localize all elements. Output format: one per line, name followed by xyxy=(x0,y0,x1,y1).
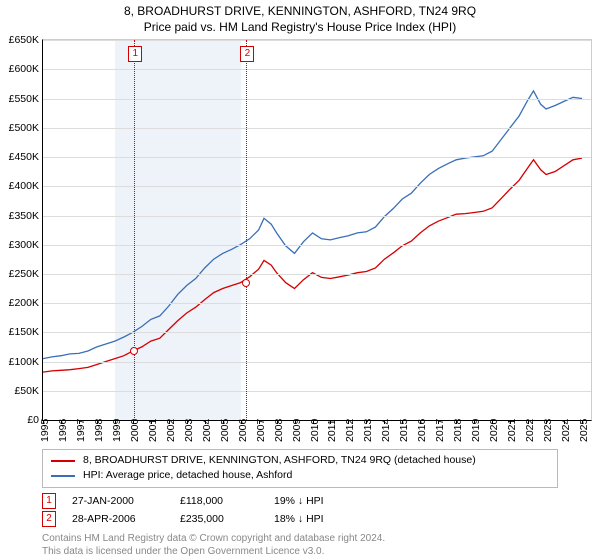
footer: Contains HM Land Registry data © Crown c… xyxy=(42,532,558,558)
x-axis-label: 2006 xyxy=(237,419,249,442)
marker-dot xyxy=(242,279,250,287)
x-axis-label: 2016 xyxy=(416,419,428,442)
gridline xyxy=(43,99,591,100)
x-axis-label: 2023 xyxy=(542,419,554,442)
x-axis-label: 2020 xyxy=(488,419,500,442)
x-axis-label: 2002 xyxy=(165,419,177,442)
marker-vline xyxy=(246,40,247,420)
cell-date: 28-APR-2006 xyxy=(72,513,164,525)
table-row: 1 27-JAN-2000 £118,000 19% ↓ HPI xyxy=(42,492,558,510)
legend-row: 8, BROADHURST DRIVE, KENNINGTON, ASHFORD… xyxy=(51,453,549,468)
x-axis-label: 2007 xyxy=(255,419,267,442)
x-axis-label: 2025 xyxy=(578,419,590,442)
gridline xyxy=(43,303,591,304)
footer-line: Contains HM Land Registry data © Crown c… xyxy=(42,532,558,545)
y-axis-label: £50K xyxy=(1,385,39,397)
legend-swatch xyxy=(51,460,75,462)
x-axis-label: 2019 xyxy=(470,419,482,442)
y-axis-label: £250K xyxy=(1,268,39,280)
gridline xyxy=(43,362,591,363)
legend: 8, BROADHURST DRIVE, KENNINGTON, ASHFORD… xyxy=(42,449,558,487)
cell-hpi: 19% ↓ HPI xyxy=(274,495,354,507)
x-axis-label: 2008 xyxy=(273,419,285,442)
x-axis-label: 1996 xyxy=(57,419,69,442)
plot-area: £0£50K£100K£150K£200K£250K£300K£350K£400… xyxy=(42,39,592,421)
gridline xyxy=(43,40,591,41)
x-axis-label: 1995 xyxy=(39,419,51,442)
y-axis-label: £600K xyxy=(1,63,39,75)
x-axis-label: 2024 xyxy=(560,419,572,442)
marker-dot xyxy=(130,347,138,355)
y-axis-label: £400K xyxy=(1,180,39,192)
gridline xyxy=(43,216,591,217)
marker-table: 1 27-JAN-2000 £118,000 19% ↓ HPI 2 28-AP… xyxy=(42,492,558,528)
y-axis-label: £300K xyxy=(1,239,39,251)
hpi-line xyxy=(43,91,582,359)
legend-swatch xyxy=(51,475,75,477)
x-axis-label: 2015 xyxy=(398,419,410,442)
marker-number-box: 1 xyxy=(128,46,142,62)
x-axis-label: 2009 xyxy=(291,419,303,442)
gridline xyxy=(43,69,591,70)
gridline xyxy=(43,274,591,275)
marker-index-box: 2 xyxy=(42,511,56,527)
x-axis-label: 2001 xyxy=(147,419,159,442)
chart-container: { "title_line1":"8, BROADHURST DRIVE, KE… xyxy=(0,0,600,560)
legend-row: HPI: Average price, detached house, Ashf… xyxy=(51,468,549,483)
legend-label: 8, BROADHURST DRIVE, KENNINGTON, ASHFORD… xyxy=(83,453,476,468)
x-axis-label: 2000 xyxy=(129,419,141,442)
marker-index-box: 1 xyxy=(42,493,56,509)
chart-title: 8, BROADHURST DRIVE, KENNINGTON, ASHFORD… xyxy=(0,4,600,35)
gridline xyxy=(43,332,591,333)
title-line-1: 8, BROADHURST DRIVE, KENNINGTON, ASHFORD… xyxy=(0,4,600,20)
cell-price: £235,000 xyxy=(180,513,258,525)
gridline xyxy=(43,186,591,187)
y-axis-label: £450K xyxy=(1,151,39,163)
x-axis-label: 1999 xyxy=(111,419,123,442)
x-axis-label: 2004 xyxy=(201,419,213,442)
line-layer xyxy=(43,40,591,420)
gridline xyxy=(43,245,591,246)
gridline xyxy=(43,157,591,158)
x-axis-label: 2005 xyxy=(219,419,231,442)
x-axis-label: 2012 xyxy=(344,419,356,442)
x-axis-label: 1998 xyxy=(93,419,105,442)
cell-hpi: 18% ↓ HPI xyxy=(274,513,354,525)
x-axis-label: 2003 xyxy=(183,419,195,442)
title-line-2: Price paid vs. HM Land Registry's House … xyxy=(0,20,600,36)
x-axis-label: 2017 xyxy=(434,419,446,442)
y-axis-label: £100K xyxy=(1,356,39,368)
y-axis-label: £150K xyxy=(1,326,39,338)
footer-line: This data is licensed under the Open Gov… xyxy=(42,545,558,558)
price-line xyxy=(43,158,582,372)
gridline xyxy=(43,128,591,129)
y-axis-label: £650K xyxy=(1,34,39,46)
x-axis-label: 2014 xyxy=(380,419,392,442)
x-axis-label: 2022 xyxy=(524,419,536,442)
y-axis-label: £200K xyxy=(1,297,39,309)
x-axis-label: 2010 xyxy=(309,419,321,442)
y-axis-label: £350K xyxy=(1,210,39,222)
x-axis-label: 2011 xyxy=(326,420,338,443)
x-axis-label: 1997 xyxy=(75,419,87,442)
cell-date: 27-JAN-2000 xyxy=(72,495,164,507)
x-axis-label: 2013 xyxy=(362,419,374,442)
y-axis-label: £500K xyxy=(1,122,39,134)
table-row: 2 28-APR-2006 £235,000 18% ↓ HPI xyxy=(42,510,558,528)
gridline xyxy=(43,391,591,392)
x-axis-label: 2021 xyxy=(506,419,518,442)
y-axis-label: £550K xyxy=(1,93,39,105)
legend-label: HPI: Average price, detached house, Ashf… xyxy=(83,468,292,483)
x-axis-label: 2018 xyxy=(452,419,464,442)
cell-price: £118,000 xyxy=(180,495,258,507)
y-axis-label: £0 xyxy=(1,414,39,426)
marker-vline xyxy=(134,40,135,420)
marker-number-box: 2 xyxy=(240,46,254,62)
